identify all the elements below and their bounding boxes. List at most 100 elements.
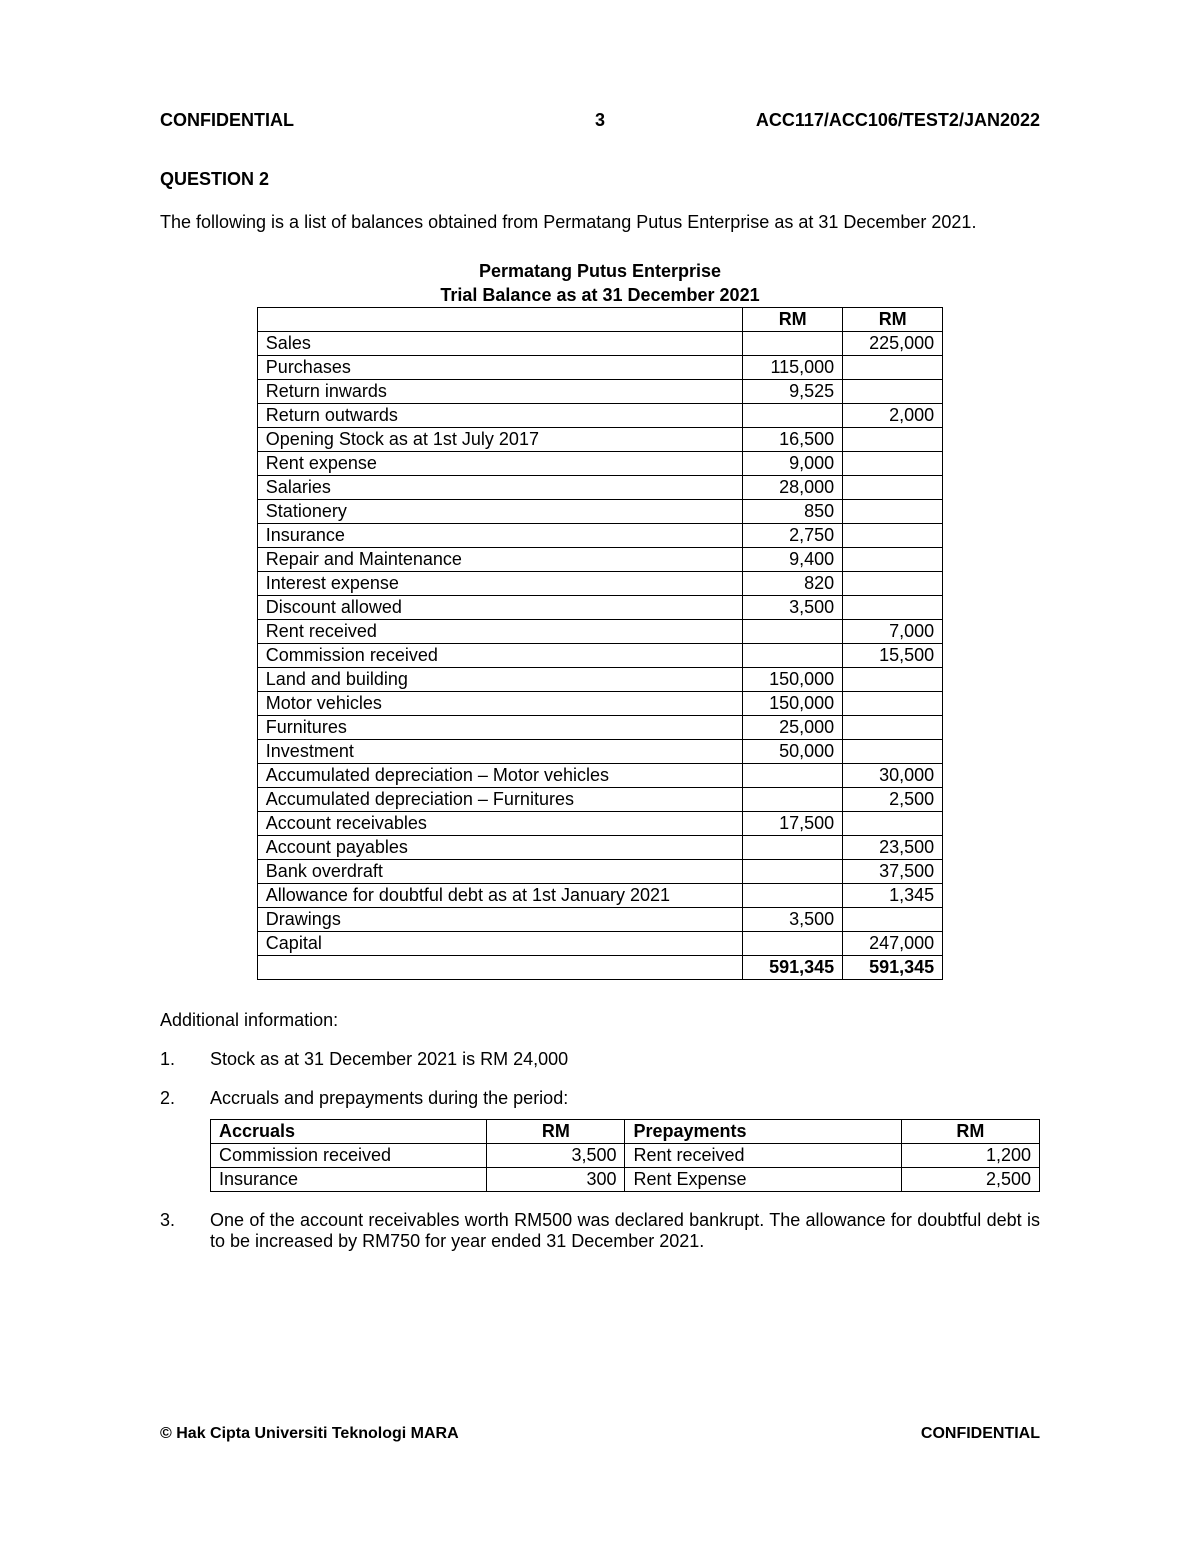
row-label: Return outwards (257, 404, 742, 428)
row-label: Insurance (257, 524, 742, 548)
item-text: Accruals and prepayments during the peri… (210, 1088, 568, 1108)
table-row: Discount allowed3,500 (257, 596, 942, 620)
row-debit: 115,000 (743, 356, 843, 380)
table-row: Motor vehicles150,000 (257, 692, 942, 716)
prepayment-label: Rent received (625, 1144, 901, 1168)
list-item: 2. Accruals and prepayments during the p… (160, 1088, 1040, 1192)
col-header-label (257, 308, 742, 332)
table-row: Bank overdraft37,500 (257, 860, 942, 884)
question-intro: The following is a list of balances obta… (160, 210, 1040, 234)
row-label: Furnitures (257, 716, 742, 740)
row-label: Land and building (257, 668, 742, 692)
question-title: QUESTION 2 (160, 169, 1040, 190)
table-total-row: 591,345591,345 (257, 956, 942, 980)
table-row: Drawings3,500 (257, 908, 942, 932)
prepayment-label: Rent Expense (625, 1168, 901, 1192)
row-credit: 23,500 (843, 836, 943, 860)
total-label (257, 956, 742, 980)
row-credit (843, 356, 943, 380)
row-label: Interest expense (257, 572, 742, 596)
table-row: Capital 247,000 (257, 932, 942, 956)
row-debit: 2,750 (743, 524, 843, 548)
row-debit (743, 620, 843, 644)
table-row: Stationery850 (257, 500, 942, 524)
prepayment-rm: 1,200 (901, 1144, 1039, 1168)
row-debit: 9,525 (743, 380, 843, 404)
table-row: Account receivables17,500 (257, 812, 942, 836)
row-label: Commission received (257, 644, 742, 668)
row-credit: 15,500 (843, 644, 943, 668)
accruals-header: Accruals (211, 1120, 487, 1144)
footer-right: CONFIDENTIAL (921, 1425, 1040, 1443)
row-label: Capital (257, 932, 742, 956)
table-row: Opening Stock as at 1st July 201716,500 (257, 428, 942, 452)
row-debit: 850 (743, 500, 843, 524)
row-debit: 3,500 (743, 596, 843, 620)
row-label: Stationery (257, 500, 742, 524)
row-debit: 16,500 (743, 428, 843, 452)
table-row: Land and building150,000 (257, 668, 942, 692)
row-debit: 17,500 (743, 812, 843, 836)
row-credit: 247,000 (843, 932, 943, 956)
row-debit: 3,500 (743, 908, 843, 932)
row-credit: 225,000 (843, 332, 943, 356)
additional-info-list: 1. Stock as at 31 December 2021 is RM 24… (160, 1049, 1040, 1252)
prepayments-header: Prepayments (625, 1120, 901, 1144)
row-credit (843, 812, 943, 836)
row-credit (843, 452, 943, 476)
row-label: Drawings (257, 908, 742, 932)
row-debit: 9,000 (743, 452, 843, 476)
row-credit (843, 380, 943, 404)
col-header-debit: RM (743, 308, 843, 332)
row-label: Opening Stock as at 1st July 2017 (257, 428, 742, 452)
row-debit: 50,000 (743, 740, 843, 764)
row-credit (843, 524, 943, 548)
row-debit (743, 788, 843, 812)
row-debit: 28,000 (743, 476, 843, 500)
row-credit (843, 716, 943, 740)
row-credit: 1,345 (843, 884, 943, 908)
table-row: Accumulated depreciation – Motor vehicle… (257, 764, 942, 788)
row-credit: 2,500 (843, 788, 943, 812)
accrual-label: Commission received (211, 1144, 487, 1168)
header-left: CONFIDENTIAL (160, 110, 294, 131)
item-number: 2. (160, 1088, 210, 1192)
table-row: Accumulated depreciation – Furnitures 2,5… (257, 788, 942, 812)
table-row: Commission received3,500Rent received1,2… (211, 1144, 1040, 1168)
table-row: Rent expense9,000 (257, 452, 942, 476)
item-number: 3. (160, 1210, 210, 1252)
trial-balance-title-line2: Trial Balance as at 31 December 2021 (440, 285, 759, 305)
row-debit: 150,000 (743, 668, 843, 692)
row-credit (843, 476, 943, 500)
accrual-rm: 300 (487, 1168, 625, 1192)
table-row: Sales 225,000 (257, 332, 942, 356)
table-header-row: Accruals RM Prepayments RM (211, 1120, 1040, 1144)
item-text: Stock as at 31 December 2021 is RM 24,00… (210, 1049, 1040, 1070)
row-credit: 37,500 (843, 860, 943, 884)
table-row: Investment50,000 (257, 740, 942, 764)
table-row: Commission received 15,500 (257, 644, 942, 668)
rm-header: RM (901, 1120, 1039, 1144)
table-row: Furnitures25,000 (257, 716, 942, 740)
row-credit (843, 668, 943, 692)
row-label: Rent received (257, 620, 742, 644)
row-label: Account payables (257, 836, 742, 860)
row-debit: 25,000 (743, 716, 843, 740)
trial-balance-table: RM RM Sales225,000Purchases115,000Return… (257, 307, 943, 980)
prepayment-rm: 2,500 (901, 1168, 1039, 1192)
row-label: Account receivables (257, 812, 742, 836)
row-credit (843, 428, 943, 452)
row-label: Accumulated depreciation – Motor vehicle… (257, 764, 742, 788)
table-row: Insurance2,750 (257, 524, 942, 548)
list-item: 3. One of the account receivables worth … (160, 1210, 1040, 1252)
page-footer: © Hak Cipta Universiti Teknologi MARA CO… (160, 1425, 1040, 1443)
total-debit: 591,345 (743, 956, 843, 980)
row-credit: 2,000 (843, 404, 943, 428)
table-header-row: RM RM (257, 308, 942, 332)
row-label: Sales (257, 332, 742, 356)
row-label: Rent expense (257, 452, 742, 476)
additional-info-heading: Additional information: (160, 1010, 1040, 1031)
table-row: Interest expense820 (257, 572, 942, 596)
row-label: Accumulated depreciation – Furnitures (257, 788, 742, 812)
accruals-table: Accruals RM Prepayments RM Commission re… (210, 1119, 1040, 1192)
